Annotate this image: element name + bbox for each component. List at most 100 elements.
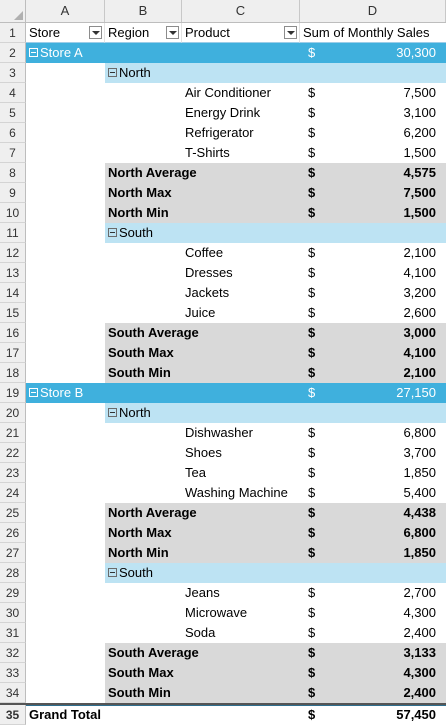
- column-header-d[interactable]: D: [300, 0, 446, 22]
- sales-value[interactable]: 4,100: [403, 265, 436, 280]
- row-number[interactable]: 28: [0, 563, 26, 583]
- filter-dropdown-icon[interactable]: [284, 26, 297, 39]
- product-cell[interactable]: Air Conditioner: [182, 83, 300, 103]
- sales-field-header[interactable]: Sum of Monthly Sales: [300, 23, 446, 43]
- row-number[interactable]: 35: [0, 705, 26, 725]
- region-label[interactable]: North: [105, 403, 182, 423]
- sales-value[interactable]: 4,300: [403, 665, 436, 680]
- column-header-b[interactable]: B: [105, 0, 182, 22]
- sales-value[interactable]: 2,700: [403, 585, 436, 600]
- sales-value[interactable]: 5,400: [403, 485, 436, 500]
- subtotal-label[interactable]: South Min: [105, 363, 182, 383]
- row-number[interactable]: 7: [0, 143, 26, 163]
- sales-value[interactable]: 4,575: [403, 165, 436, 180]
- subtotal-label[interactable]: South Average: [105, 323, 199, 343]
- sales-value[interactable]: 1,500: [403, 145, 436, 160]
- row-number[interactable]: 11: [0, 223, 26, 243]
- row-number[interactable]: 32: [0, 643, 26, 663]
- row-number[interactable]: 13: [0, 263, 26, 283]
- product-cell[interactable]: Dishwasher: [182, 423, 300, 443]
- subtotal-label[interactable]: South Min: [105, 683, 182, 703]
- row-number[interactable]: 16: [0, 323, 26, 343]
- sales-value[interactable]: 3,000: [403, 325, 436, 340]
- column-header-c[interactable]: C: [182, 0, 300, 22]
- product-cell[interactable]: Tea: [182, 463, 300, 483]
- collapse-icon[interactable]: [108, 408, 117, 418]
- row-number[interactable]: 20: [0, 403, 26, 423]
- sales-value[interactable]: 6,800: [403, 425, 436, 440]
- sales-value[interactable]: 7,500: [403, 85, 436, 100]
- sales-value[interactable]: 6,200: [403, 125, 436, 140]
- row-number[interactable]: 21: [0, 423, 26, 443]
- product-cell[interactable]: T-Shirts: [182, 143, 300, 163]
- row-number[interactable]: 8: [0, 163, 26, 183]
- sales-value[interactable]: 2,100: [403, 245, 436, 260]
- row-number[interactable]: 34: [0, 683, 26, 703]
- row-number[interactable]: 15: [0, 303, 26, 323]
- sales-value[interactable]: 7,500: [403, 185, 436, 200]
- row-number[interactable]: 2: [0, 43, 26, 63]
- sales-value[interactable]: 3,700: [403, 445, 436, 460]
- product-cell[interactable]: Coffee: [182, 243, 300, 263]
- collapse-icon[interactable]: [29, 388, 38, 398]
- sales-value[interactable]: 4,438: [403, 505, 436, 520]
- product-field-header[interactable]: Product: [182, 23, 300, 43]
- filter-dropdown-icon[interactable]: [166, 26, 179, 39]
- subtotal-label[interactable]: North Min: [105, 203, 182, 223]
- subtotal-label[interactable]: South Max: [105, 663, 182, 683]
- subtotal-label[interactable]: South Max: [105, 343, 182, 363]
- sales-value[interactable]: 30,300: [396, 45, 436, 60]
- product-cell[interactable]: Soda: [182, 623, 300, 643]
- sales-value[interactable]: 27,150: [396, 385, 436, 400]
- sales-value[interactable]: 3,200: [403, 285, 436, 300]
- row-number[interactable]: 4: [0, 83, 26, 103]
- sales-value[interactable]: 4,300: [403, 605, 436, 620]
- subtotal-label[interactable]: North Average: [105, 163, 197, 183]
- product-cell[interactable]: Jeans: [182, 583, 300, 603]
- sales-value[interactable]: 3,100: [403, 105, 436, 120]
- collapse-icon[interactable]: [108, 228, 117, 238]
- product-cell[interactable]: Washing Machine: [182, 483, 300, 503]
- row-number[interactable]: 1: [0, 23, 26, 43]
- row-number[interactable]: 18: [0, 363, 26, 383]
- subtotal-label[interactable]: North Min: [105, 543, 182, 563]
- subtotal-label[interactable]: North Max: [105, 183, 182, 203]
- row-number[interactable]: 5: [0, 103, 26, 123]
- row-number[interactable]: 33: [0, 663, 26, 683]
- select-all-corner[interactable]: [0, 0, 26, 22]
- row-number[interactable]: 12: [0, 243, 26, 263]
- row-number[interactable]: 9: [0, 183, 26, 203]
- row-number[interactable]: 14: [0, 283, 26, 303]
- product-cell[interactable]: Dresses: [182, 263, 300, 283]
- row-number[interactable]: 23: [0, 463, 26, 483]
- region-label[interactable]: South: [105, 563, 182, 583]
- product-cell[interactable]: Jackets: [182, 283, 300, 303]
- region-label[interactable]: North: [105, 63, 182, 83]
- sales-value[interactable]: 2,600: [403, 305, 436, 320]
- row-number[interactable]: 26: [0, 523, 26, 543]
- product-cell[interactable]: Microwave: [182, 603, 300, 623]
- row-number[interactable]: 25: [0, 503, 26, 523]
- row-number[interactable]: 30: [0, 603, 26, 623]
- filter-dropdown-icon[interactable]: [89, 26, 102, 39]
- collapse-icon[interactable]: [108, 568, 117, 578]
- product-cell[interactable]: Energy Drink: [182, 103, 300, 123]
- sales-value[interactable]: 3,133: [403, 645, 436, 660]
- sales-value[interactable]: 6,800: [403, 525, 436, 540]
- store-field-header[interactable]: Store: [26, 23, 105, 43]
- product-cell[interactable]: Refrigerator: [182, 123, 300, 143]
- sales-value[interactable]: 2,100: [403, 365, 436, 380]
- row-number[interactable]: 19: [0, 383, 26, 403]
- sales-value[interactable]: 1,500: [403, 205, 436, 220]
- row-number[interactable]: 31: [0, 623, 26, 643]
- row-number[interactable]: 27: [0, 543, 26, 563]
- region-label[interactable]: South: [105, 223, 182, 243]
- sales-value[interactable]: 1,850: [403, 465, 436, 480]
- product-cell[interactable]: Juice: [182, 303, 300, 323]
- sales-value[interactable]: 2,400: [403, 625, 436, 640]
- subtotal-label[interactable]: North Average: [105, 503, 197, 523]
- subtotal-label[interactable]: North Max: [105, 523, 182, 543]
- collapse-icon[interactable]: [108, 68, 117, 78]
- row-number[interactable]: 22: [0, 443, 26, 463]
- row-number[interactable]: 17: [0, 343, 26, 363]
